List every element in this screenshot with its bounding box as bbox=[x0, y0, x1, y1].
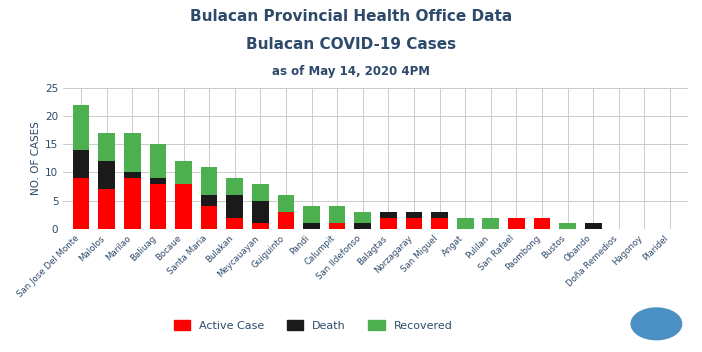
Bar bbox=[277, 212, 294, 229]
Bar bbox=[457, 218, 474, 229]
Bar bbox=[355, 223, 371, 229]
Bar bbox=[534, 218, 550, 229]
Circle shape bbox=[631, 308, 682, 340]
Bar bbox=[380, 218, 397, 229]
Text: as of May 14, 2020 4PM: as of May 14, 2020 4PM bbox=[272, 65, 430, 78]
Bar bbox=[227, 195, 243, 218]
Bar bbox=[431, 212, 448, 218]
Bar bbox=[277, 195, 294, 212]
Bar bbox=[150, 184, 166, 229]
Y-axis label: NO. OF CASES: NO. OF CASES bbox=[31, 121, 41, 195]
Bar bbox=[98, 189, 115, 229]
Text: Bulacan COVID-19 Cases: Bulacan COVID-19 Cases bbox=[246, 37, 456, 52]
Legend: Active Case, Death, Recovered: Active Case, Death, Recovered bbox=[169, 316, 457, 336]
Bar bbox=[73, 105, 89, 150]
Bar bbox=[227, 178, 243, 195]
Bar bbox=[559, 223, 576, 229]
Bar bbox=[329, 206, 345, 223]
Bar bbox=[355, 212, 371, 223]
Bar bbox=[176, 184, 192, 229]
Bar bbox=[252, 201, 269, 223]
Bar bbox=[508, 218, 524, 229]
Bar bbox=[98, 161, 115, 189]
Bar bbox=[98, 133, 115, 161]
Bar bbox=[380, 212, 397, 218]
Bar bbox=[201, 167, 218, 195]
Bar bbox=[201, 206, 218, 229]
Bar bbox=[406, 218, 423, 229]
Bar bbox=[73, 150, 89, 178]
Bar bbox=[252, 223, 269, 229]
Bar bbox=[303, 223, 320, 229]
Bar bbox=[482, 218, 499, 229]
Bar bbox=[585, 223, 602, 229]
Bar bbox=[201, 195, 218, 206]
Bar bbox=[124, 133, 140, 172]
Bar bbox=[150, 144, 166, 178]
Bar bbox=[150, 178, 166, 184]
Bar bbox=[252, 184, 269, 201]
Bar bbox=[329, 223, 345, 229]
Text: Bulacan Provincial Health Office Data: Bulacan Provincial Health Office Data bbox=[190, 9, 512, 24]
Bar bbox=[124, 178, 140, 229]
Bar bbox=[124, 172, 140, 178]
Bar bbox=[227, 218, 243, 229]
Bar bbox=[406, 212, 423, 218]
Bar bbox=[303, 206, 320, 223]
Bar bbox=[431, 218, 448, 229]
Bar bbox=[176, 161, 192, 184]
Bar bbox=[73, 178, 89, 229]
